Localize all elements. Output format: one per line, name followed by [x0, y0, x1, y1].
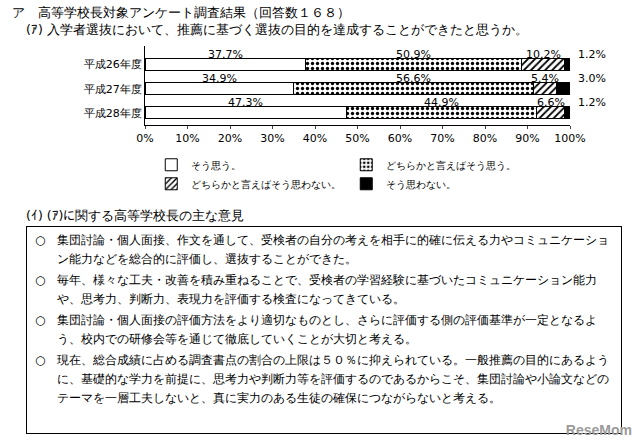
- html-text:集団討論・個人面接の評価方法をより適切なものとし、さらに評価: 集団討論・個人面接の評価方法をより適切なものとし、さらに評価する側の評価基準が一…: [57, 313, 597, 346]
- svg-text:70%: 70%: [430, 132, 454, 145]
- html-text:ReseMom: ReseMom: [565, 422, 632, 438]
- svg-text:どちらかと言えばそう思う。: どちらかと言えばそう思う。: [386, 160, 516, 171]
- svg-text:平成28年度: 平成28年度: [84, 107, 142, 120]
- svg-text:0%: 0%: [136, 132, 153, 145]
- svg-text:50.9%: 50.9%: [396, 48, 431, 61]
- svg-text:80%: 80%: [473, 132, 497, 145]
- html-text:集団討論・個人面接、作文を通して、受検者の自分の考えを相手に: 集団討論・個人面接、作文を通して、受検者の自分の考えを相手に的確に伝える力やコミ…: [57, 233, 609, 266]
- html-text:現在、総合成績に占める調査書点の割合の上限は５０％に抑えられ: 現在、総合成績に占める調査書点の割合の上限は５０％に抑えられている。一般推薦の目…: [57, 353, 609, 405]
- svg-text:90%: 90%: [515, 132, 539, 145]
- svg-text:3.0%: 3.0%: [578, 72, 606, 85]
- svg-text:平成26年度: 平成26年度: [84, 58, 142, 71]
- svg-text:そう思わない。: そう思わない。: [386, 179, 456, 190]
- html-text:ア 高等学校長対象アンケート調査結果（回答数１６８）: ア 高等学校長対象アンケート調査結果（回答数１６８）: [12, 5, 350, 20]
- svg-text:30%: 30%: [260, 132, 284, 145]
- svg-text:平成27年度: 平成27年度: [84, 83, 142, 96]
- svg-text:37.7%: 37.7%: [208, 48, 243, 61]
- html-text:(ｲ) (ｱ)に関する高等学校長の主な意見: (ｲ) (ｱ)に関する高等学校長の主な意見: [26, 208, 245, 223]
- html-text:毎年、様々な工夫・改善を積み重ねることで、受検者の学習経験に: 毎年、様々な工夫・改善を積み重ねることで、受検者の学習経験に基づいたコミュニケー…: [57, 273, 597, 306]
- svg-text:10%: 10%: [175, 132, 199, 145]
- svg-text:6.6%: 6.6%: [537, 96, 565, 109]
- svg-text:5.4%: 5.4%: [531, 72, 559, 85]
- svg-text:そう思う。: そう思う。: [191, 160, 241, 171]
- svg-text:56.6%: 56.6%: [396, 72, 431, 85]
- svg-text:60%: 60%: [388, 132, 412, 145]
- svg-text:20%: 20%: [218, 132, 242, 145]
- svg-text:10.2%: 10.2%: [526, 48, 561, 61]
- svg-text:100%: 100%: [554, 132, 585, 145]
- svg-text:1.2%: 1.2%: [578, 48, 606, 61]
- svg-text:50%: 50%: [345, 132, 369, 145]
- html-text:(ｱ) 入学者選抜において、推薦に基づく選抜の目的を達成する: (ｱ) 入学者選抜において、推薦に基づく選抜の目的を達成することができたと思うか…: [26, 22, 528, 37]
- svg-text:34.9%: 34.9%: [202, 72, 237, 85]
- svg-text:47.3%: 47.3%: [228, 96, 263, 109]
- svg-text:どちらかと言えばそう思わない。: どちらかと言えばそう思わない。: [191, 179, 341, 190]
- svg-text:1.2%: 1.2%: [578, 96, 606, 109]
- svg-text:44.9%: 44.9%: [424, 96, 459, 109]
- svg-text:40%: 40%: [303, 132, 327, 145]
